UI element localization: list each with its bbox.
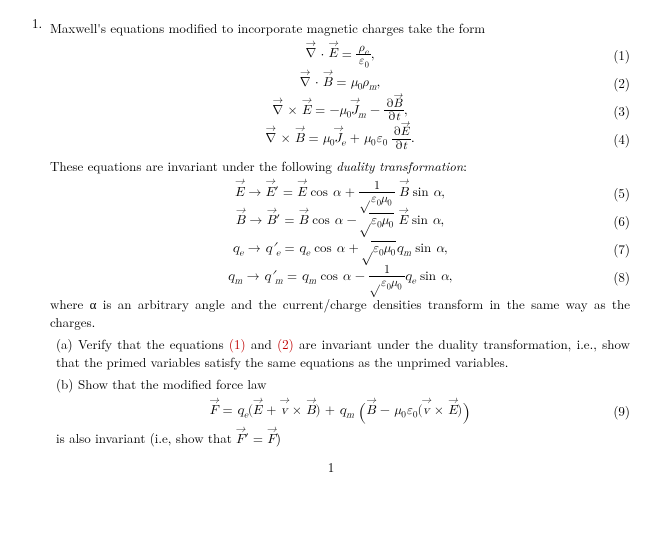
eq7-body: qe → q′e = qe cos α + ε0μ0qm sin α, bbox=[232, 240, 447, 258]
invariant-text: is also invariant (i.e, show that bbox=[56, 428, 236, 447]
duality-term: duality transformation bbox=[336, 156, 463, 175]
part-a-text-b: and bbox=[246, 334, 278, 353]
part-a-text-a: Verify that the equations bbox=[78, 334, 229, 353]
duality-intro: These equations are invariant under the … bbox=[50, 157, 630, 175]
eq2-number: (2) bbox=[613, 74, 630, 92]
eq1-body: ∇ · E = ρeε0, bbox=[305, 42, 374, 68]
equation-8: qm → q′m = qm cos α − 1ε0μ0qe sin α, (8) bbox=[50, 264, 630, 290]
equation-1: ∇ · E = ρeε0, (1) bbox=[50, 42, 630, 68]
equation-9: F = qe(E + v × B) + qm (B − μ0ε0(v × E))… bbox=[50, 398, 630, 424]
equation-4: ∇ × B = μ0Je + μ0ε0 ∂E∂t. (4) bbox=[50, 126, 630, 152]
part-b: (b)Show that the modified force law bbox=[56, 375, 630, 393]
part-a: (a)Verify that the equations (1) and (2)… bbox=[56, 335, 630, 370]
eq5-body: E → E′ = E cos α + 1ε0μ0 B sin α, bbox=[235, 180, 445, 206]
duality-text-a: These equations are invariant under the … bbox=[50, 156, 336, 175]
eq6-number: (6) bbox=[613, 212, 630, 230]
eq5-number: (5) bbox=[613, 184, 630, 202]
ref-eq1: (1) bbox=[229, 334, 246, 353]
eq9-body: F = qe(E + v × B) + qm (B − μ0ε0(v × E)) bbox=[210, 402, 471, 420]
eq7-number: (7) bbox=[613, 240, 630, 258]
eq2-body: ∇ · B = μ0ρm, bbox=[300, 74, 380, 92]
eq9-number: (9) bbox=[613, 402, 630, 420]
page-number: 1 bbox=[32, 458, 630, 476]
eq4-number: (4) bbox=[613, 130, 630, 148]
ref-eq2: (2) bbox=[277, 334, 294, 353]
part-b-text: Show that the modified force law bbox=[78, 374, 267, 393]
equation-2: ∇ · B = μ0ρm, (2) bbox=[50, 70, 630, 96]
duality-text-b: : bbox=[463, 156, 467, 175]
equation-5: E → E′ = E cos α + 1ε0μ0 B sin α, (5) bbox=[50, 180, 630, 206]
eq3-body: ∇ × E = −μ0Jm − ∂B∂t, bbox=[272, 98, 407, 124]
invariant-eq: F′ = F bbox=[236, 433, 276, 446]
part-a-label: (a) bbox=[56, 335, 78, 353]
eq1-number: (1) bbox=[613, 46, 630, 64]
equation-6: B → B′ = B cos α − ε0μ0 E sin α, (6) bbox=[50, 208, 630, 234]
eq6-body: B → B′ = B cos α − ε0μ0 E sin α, bbox=[236, 212, 444, 230]
equation-3: ∇ × E = −μ0Jm − ∂B∂t, (3) bbox=[50, 98, 630, 124]
intro-text: Maxwell's equations modified to incorpor… bbox=[50, 19, 630, 37]
invariant-line: is also invariant (i.e, show that F′ = F… bbox=[56, 429, 630, 449]
eq3-number: (3) bbox=[613, 102, 630, 120]
problem-number: 1. bbox=[32, 14, 48, 32]
eq8-body: qm → q′m = qm cos α − 1ε0μ0qe sin α, bbox=[228, 264, 453, 290]
problem-content: Maxwell's equations modified to incorpor… bbox=[50, 19, 630, 448]
eq4-body: ∇ × B = μ0Je + μ0ε0 ∂E∂t. bbox=[265, 126, 414, 152]
page: 1. Maxwell's equations modified to incor… bbox=[0, 0, 658, 484]
part-b-label: (b) bbox=[56, 375, 78, 393]
equation-7: qe → q′e = qe cos α + ε0μ0qm sin α, (7) bbox=[50, 236, 630, 262]
where-text: where α is an arbitrary angle and the cu… bbox=[50, 295, 630, 330]
eq8-number: (8) bbox=[613, 268, 630, 286]
